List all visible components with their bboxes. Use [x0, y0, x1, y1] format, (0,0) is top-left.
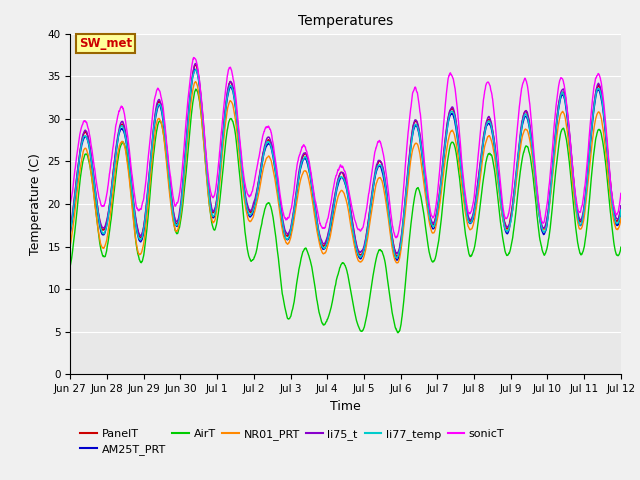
NR01_PRT — [220, 133, 228, 139]
li75_t — [362, 236, 369, 242]
NR01_PRT — [584, 181, 592, 187]
sonicT — [374, 140, 381, 145]
X-axis label: Time: Time — [330, 400, 361, 413]
sonicT — [584, 152, 592, 157]
PanelT — [569, 167, 577, 173]
AirT — [362, 319, 369, 324]
AM25T_PRT — [374, 165, 381, 171]
Line: NR01_PRT: NR01_PRT — [70, 82, 621, 263]
PanelT — [584, 167, 592, 173]
NR01_PRT — [374, 177, 381, 183]
NR01_PRT — [569, 180, 577, 186]
sonicT — [506, 204, 514, 210]
li77_temp — [220, 121, 228, 127]
li77_temp — [584, 170, 592, 176]
sonicT — [362, 211, 369, 216]
AM25T_PRT — [67, 229, 74, 235]
AirT — [394, 330, 402, 336]
AirT — [617, 244, 625, 250]
PanelT — [67, 226, 74, 232]
Text: SW_met: SW_met — [79, 37, 132, 50]
sonicT — [220, 101, 228, 107]
li75_t — [506, 219, 514, 225]
AirT — [584, 215, 592, 220]
li75_t — [617, 203, 625, 208]
Legend: PanelT, AM25T_PRT, AirT, NR01_PRT, li75_t, li77_temp, sonicT: PanelT, AM25T_PRT, AirT, NR01_PRT, li75_… — [76, 424, 509, 460]
NR01_PRT — [362, 247, 369, 253]
li77_temp — [392, 255, 400, 261]
PanelT — [617, 204, 625, 210]
Line: PanelT: PanelT — [70, 65, 621, 257]
AirT — [192, 86, 200, 92]
PanelT — [506, 218, 514, 224]
Line: sonicT: sonicT — [70, 58, 621, 238]
li75_t — [191, 60, 199, 66]
Title: Temperatures: Temperatures — [298, 14, 393, 28]
PanelT — [220, 118, 228, 124]
li77_temp — [617, 207, 625, 213]
li75_t — [67, 224, 74, 229]
sonicT — [67, 200, 74, 205]
NR01_PRT — [192, 79, 200, 84]
Line: li75_t: li75_t — [70, 63, 621, 253]
Line: AM25T_PRT: AM25T_PRT — [70, 69, 621, 260]
PanelT — [393, 254, 401, 260]
AM25T_PRT — [506, 223, 514, 229]
Line: li77_temp: li77_temp — [70, 70, 621, 258]
li75_t — [569, 166, 577, 171]
li75_t — [374, 159, 381, 165]
AM25T_PRT — [362, 240, 369, 246]
AM25T_PRT — [617, 209, 625, 215]
AirT — [220, 155, 228, 160]
li77_temp — [192, 67, 200, 72]
AM25T_PRT — [220, 123, 228, 129]
li77_temp — [362, 240, 369, 245]
NR01_PRT — [394, 260, 401, 266]
li75_t — [584, 167, 592, 172]
PanelT — [374, 161, 381, 167]
AM25T_PRT — [191, 66, 199, 72]
AirT — [506, 249, 514, 254]
li77_temp — [374, 164, 381, 170]
PanelT — [362, 238, 369, 243]
Y-axis label: Temperature (C): Temperature (C) — [29, 153, 42, 255]
sonicT — [392, 235, 400, 240]
li75_t — [220, 117, 228, 123]
NR01_PRT — [617, 215, 625, 220]
PanelT — [191, 62, 199, 68]
sonicT — [617, 191, 625, 196]
AM25T_PRT — [584, 173, 592, 179]
Line: AirT: AirT — [70, 89, 621, 333]
AM25T_PRT — [393, 257, 401, 263]
li77_temp — [569, 170, 577, 176]
AM25T_PRT — [569, 172, 577, 178]
AirT — [569, 193, 577, 199]
NR01_PRT — [506, 221, 514, 227]
li77_temp — [67, 228, 74, 234]
sonicT — [569, 166, 577, 171]
li77_temp — [506, 223, 514, 228]
NR01_PRT — [67, 241, 74, 247]
AirT — [374, 251, 381, 256]
li75_t — [393, 251, 401, 256]
sonicT — [189, 55, 197, 60]
AirT — [67, 262, 74, 268]
